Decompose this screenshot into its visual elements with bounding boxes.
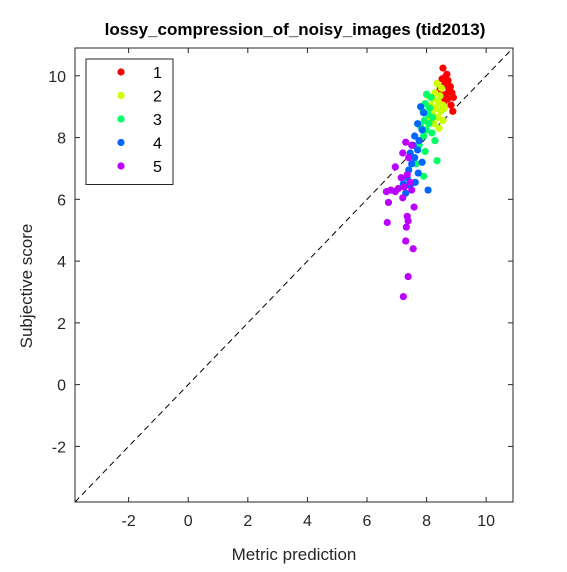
data-point	[408, 160, 416, 168]
data-point	[420, 172, 428, 180]
data-point	[408, 186, 416, 194]
data-point	[414, 120, 422, 128]
legend-marker	[117, 68, 125, 76]
legend-marker	[117, 115, 125, 123]
data-point	[406, 178, 414, 186]
x-tick-label: 0	[184, 513, 193, 530]
data-point	[383, 218, 391, 227]
data-point	[384, 198, 393, 207]
data-point	[421, 147, 429, 156]
data-point	[433, 157, 441, 165]
y-tick-label: 4	[57, 254, 66, 271]
reference-line	[75, 48, 513, 502]
y-tick-label: 6	[57, 192, 66, 209]
data-point	[427, 93, 435, 102]
data-point	[402, 237, 410, 245]
x-tick-label: 2	[243, 513, 252, 530]
data-point	[436, 92, 444, 100]
data-point	[404, 272, 412, 281]
data-point	[431, 137, 439, 145]
plot-area: -2 0 2 4 6 8 10 -2 0 2 4 6 8 10	[48, 47, 514, 530]
x-tick-label: 4	[303, 513, 312, 530]
legend: 1 2 3 4 5	[85, 58, 174, 185]
data-point	[420, 109, 428, 117]
legend-label: 2	[153, 89, 162, 106]
data-point	[397, 174, 405, 182]
data-point	[408, 141, 416, 149]
data-point	[449, 107, 457, 115]
data-point	[399, 149, 407, 157]
data-point	[438, 75, 446, 83]
y-axis-label: Subjective score	[17, 224, 36, 349]
data-point	[405, 154, 413, 162]
data-point	[425, 120, 433, 128]
data-point	[433, 79, 441, 88]
data-point	[402, 223, 410, 231]
data-point	[437, 84, 446, 92]
x-axis-label: Metric prediction	[232, 545, 357, 564]
legend-box	[85, 58, 174, 185]
data-point	[425, 104, 434, 112]
data-point	[449, 93, 458, 102]
data-point	[418, 126, 426, 134]
data-point	[399, 194, 407, 202]
data-point	[417, 103, 425, 111]
data-point	[402, 138, 410, 146]
data-point	[424, 186, 432, 194]
data-point	[415, 137, 423, 145]
series-5	[382, 138, 418, 301]
chart-title: lossy_compression_of_noisy_images (tid20…	[105, 20, 486, 39]
data-point	[439, 64, 447, 72]
data-point	[414, 146, 422, 154]
x-tick-label: -2	[122, 513, 136, 530]
y-tick-label: 8	[57, 131, 66, 148]
data-point	[400, 183, 408, 191]
y-tick-label: 0	[57, 378, 66, 395]
legend-label: 4	[153, 136, 162, 153]
legend-marker	[117, 162, 125, 170]
legend-label: 1	[153, 65, 162, 82]
data-point	[428, 129, 436, 137]
x-tick-label: 8	[422, 513, 431, 530]
y-tick-label: 2	[57, 316, 66, 333]
legend-label: 5	[153, 159, 162, 176]
data-point	[428, 113, 437, 122]
data-point	[391, 188, 399, 196]
data-point	[399, 293, 407, 301]
data-point	[411, 154, 419, 162]
legend-label: 3	[153, 112, 162, 129]
data-point	[418, 158, 426, 166]
y-tick-label: -2	[52, 439, 66, 456]
data-point	[403, 171, 411, 179]
data-point	[411, 132, 419, 140]
data-point	[391, 163, 399, 171]
data-point	[414, 169, 422, 177]
data-point	[435, 124, 443, 132]
legend-marker	[117, 91, 125, 100]
x-tick-label: 10	[477, 513, 495, 530]
data-point	[410, 203, 418, 211]
x-tick-label: 6	[363, 513, 372, 530]
legend-marker	[117, 138, 125, 147]
data-point	[440, 104, 449, 112]
data-point	[382, 188, 390, 196]
data-point	[409, 245, 417, 253]
data-point	[439, 116, 447, 125]
y-tick-label: 10	[48, 69, 66, 86]
data-point	[447, 101, 455, 109]
data-point	[420, 132, 428, 140]
data-point	[404, 217, 412, 225]
